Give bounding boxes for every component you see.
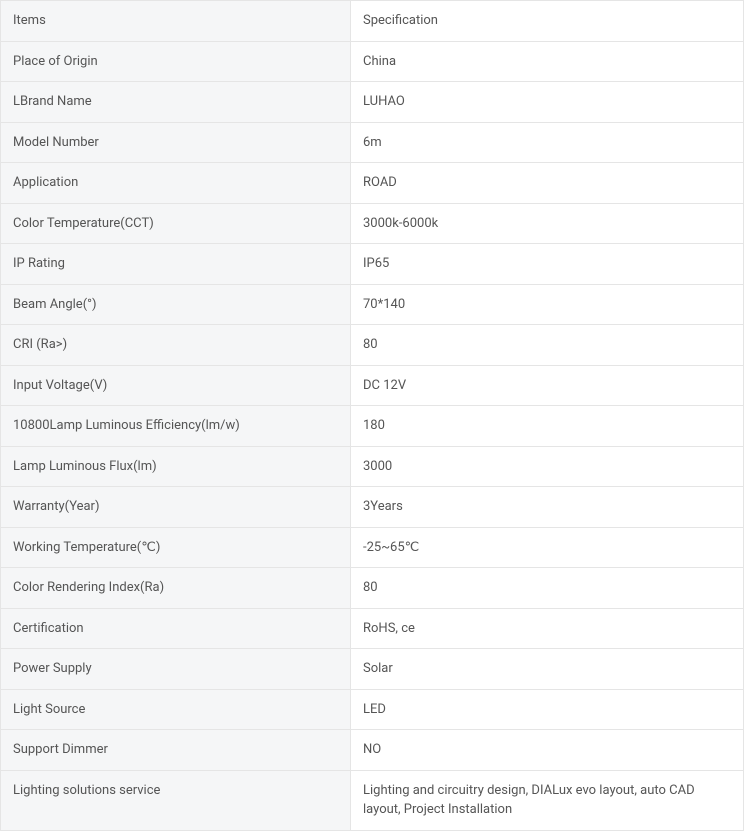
item-cell: Model Number	[1, 122, 351, 163]
item-cell: Place of Origin	[1, 41, 351, 82]
table-row: Lighting solutions serviceLighting and c…	[1, 770, 744, 830]
item-cell: CRI (Ra>)	[1, 325, 351, 366]
table-row: Light SourceLED	[1, 689, 744, 730]
table-row: Power SupplySolar	[1, 649, 744, 690]
spec-cell: LED	[351, 689, 744, 730]
item-cell: Items	[1, 1, 351, 42]
table-row: Model Number6m	[1, 122, 744, 163]
spec-cell: -25~65℃	[351, 527, 744, 568]
item-cell: Beam Angle(°)	[1, 284, 351, 325]
spec-cell: 3000	[351, 446, 744, 487]
spec-cell: 180	[351, 406, 744, 447]
table-row: Color Rendering Index(Ra)80	[1, 568, 744, 609]
table-row: Support DimmerNO	[1, 730, 744, 771]
item-cell: Warranty(Year)	[1, 487, 351, 528]
item-cell: Working Temperature(℃)	[1, 527, 351, 568]
table-row: ApplicationROAD	[1, 163, 744, 204]
spec-cell: DC 12V	[351, 365, 744, 406]
item-cell: IP Rating	[1, 244, 351, 285]
table-row: Color Temperature(CCT)3000k-6000k	[1, 203, 744, 244]
item-cell: Light Source	[1, 689, 351, 730]
item-cell: Power Supply	[1, 649, 351, 690]
spec-cell: IP65	[351, 244, 744, 285]
spec-cell: 3000k-6000k	[351, 203, 744, 244]
table-row: IP RatingIP65	[1, 244, 744, 285]
table-row: Input Voltage(V)DC 12V	[1, 365, 744, 406]
item-cell: 10800Lamp Luminous Efficiency(lm/w)	[1, 406, 351, 447]
spec-table-body: ItemsSpecificationPlace of OriginChinaLB…	[1, 1, 744, 831]
item-cell: Certification	[1, 608, 351, 649]
spec-cell: 80	[351, 568, 744, 609]
item-cell: Color Rendering Index(Ra)	[1, 568, 351, 609]
spec-cell: Specification	[351, 1, 744, 42]
item-cell: Application	[1, 163, 351, 204]
spec-cell: Solar	[351, 649, 744, 690]
table-row: Lamp Luminous Flux(lm)3000	[1, 446, 744, 487]
item-cell: Lighting solutions service	[1, 770, 351, 830]
spec-cell: China	[351, 41, 744, 82]
item-cell: Input Voltage(V)	[1, 365, 351, 406]
table-row: LBrand NameLUHAO	[1, 82, 744, 123]
spec-cell: 3Years	[351, 487, 744, 528]
item-cell: Lamp Luminous Flux(lm)	[1, 446, 351, 487]
table-row: CRI (Ra>)80	[1, 325, 744, 366]
spec-cell: RoHS, ce	[351, 608, 744, 649]
table-row: Warranty(Year)3Years	[1, 487, 744, 528]
spec-cell: NO	[351, 730, 744, 771]
spec-cell: 6m	[351, 122, 744, 163]
table-row: Place of OriginChina	[1, 41, 744, 82]
table-row: CertificationRoHS, ce	[1, 608, 744, 649]
table-row: ItemsSpecification	[1, 1, 744, 42]
item-cell: LBrand Name	[1, 82, 351, 123]
table-row: Working Temperature(℃)-25~65℃	[1, 527, 744, 568]
spec-table: ItemsSpecificationPlace of OriginChinaLB…	[0, 0, 744, 831]
spec-cell: 70*140	[351, 284, 744, 325]
item-cell: Support Dimmer	[1, 730, 351, 771]
item-cell: Color Temperature(CCT)	[1, 203, 351, 244]
spec-cell: LUHAO	[351, 82, 744, 123]
table-row: Beam Angle(°)70*140	[1, 284, 744, 325]
spec-cell: Lighting and circuitry design, DIALux ev…	[351, 770, 744, 830]
spec-cell: ROAD	[351, 163, 744, 204]
spec-cell: 80	[351, 325, 744, 366]
table-row: 10800Lamp Luminous Efficiency(lm/w)180	[1, 406, 744, 447]
